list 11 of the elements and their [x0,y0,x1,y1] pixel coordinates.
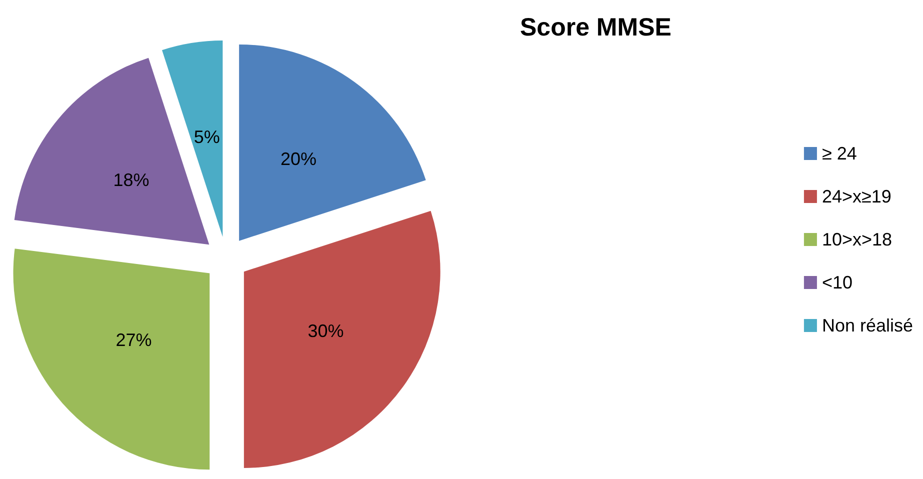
legend-label: 24>x≥19 [822,186,892,206]
data-label: 30% [308,321,344,342]
data-label: 5% [194,126,220,147]
legend-label: ≥ 24 [822,144,857,164]
legend-label: <10 [822,272,852,292]
chart-title: Score MMSE [520,14,672,42]
data-label: 20% [280,148,317,169]
legend-label: Non réalisé [822,316,913,336]
data-label: 18% [113,170,150,190]
data-label: 27% [116,330,152,350]
legend-label: 10>x>18 [822,230,892,250]
